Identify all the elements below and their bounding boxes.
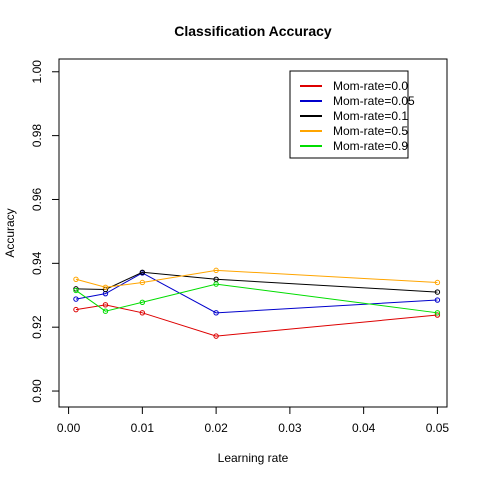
legend-label: Mom-rate=0.0 — [333, 79, 408, 93]
data-point — [73, 287, 79, 294]
series-group — [73, 281, 441, 316]
data-point — [213, 333, 219, 339]
x-tick-label: 0.04 — [352, 421, 376, 435]
y-tick-label: 0.96 — [30, 187, 44, 211]
series-line — [75, 271, 438, 293]
y-tick-label: 0.92 — [30, 315, 44, 339]
y-tick-label: 1.00 — [30, 60, 44, 84]
legend-label: Mom-rate=0.1 — [333, 109, 408, 123]
legend-items: Mom-rate=0.0Mom-rate=0.05Mom-rate=0.1Mom… — [300, 79, 415, 153]
data-point — [139, 269, 146, 275]
data-point — [102, 308, 109, 314]
x-axis: 0.00 0.01 0.02 0.03 0.04 0.05 — [57, 406, 450, 435]
data-point — [102, 284, 109, 290]
legend-label: Mom-rate=0.9 — [333, 139, 408, 153]
data-point — [434, 289, 441, 295]
data-point — [139, 299, 146, 305]
data-point — [73, 306, 79, 313]
y-tick-label: 0.94 — [30, 251, 44, 275]
x-tick-label: 0.02 — [204, 421, 228, 435]
x-tick-label: 0.01 — [131, 421, 155, 435]
series-layer — [73, 267, 441, 339]
y-axis: 0.90 0.92 0.94 0.96 0.98 1.00 — [30, 60, 60, 403]
x-tick-label: 0.03 — [278, 421, 302, 435]
series-group — [73, 302, 441, 339]
data-point — [434, 297, 441, 303]
x-tick-label: 0.05 — [426, 421, 450, 435]
data-point — [73, 296, 79, 302]
series-line — [75, 283, 438, 314]
data-point — [102, 302, 109, 308]
x-axis-label: Learning rate — [218, 451, 289, 465]
data-point — [434, 310, 441, 316]
data-point — [213, 281, 219, 287]
data-point — [213, 267, 219, 274]
data-point — [434, 279, 441, 286]
data-point — [139, 279, 146, 286]
x-tick-label: 0.00 — [57, 421, 81, 435]
data-point — [73, 276, 79, 282]
y-axis-label: Accuracy — [3, 208, 17, 257]
series-line — [75, 304, 438, 337]
legend: Mom-rate=0.0Mom-rate=0.05Mom-rate=0.1Mom… — [289, 70, 415, 159]
y-tick-label: 0.90 — [30, 379, 44, 403]
data-point — [434, 312, 441, 318]
series-line — [75, 272, 438, 314]
legend-label: Mom-rate=0.05 — [333, 94, 415, 108]
series-line — [75, 269, 438, 288]
series-group — [73, 267, 441, 290]
data-point — [213, 310, 219, 316]
data-point — [139, 310, 146, 316]
chart-title: Classification Accuracy — [174, 23, 332, 39]
y-tick-label: 0.98 — [30, 124, 44, 148]
legend-label: Mom-rate=0.5 — [333, 124, 408, 138]
series-group — [73, 270, 441, 316]
